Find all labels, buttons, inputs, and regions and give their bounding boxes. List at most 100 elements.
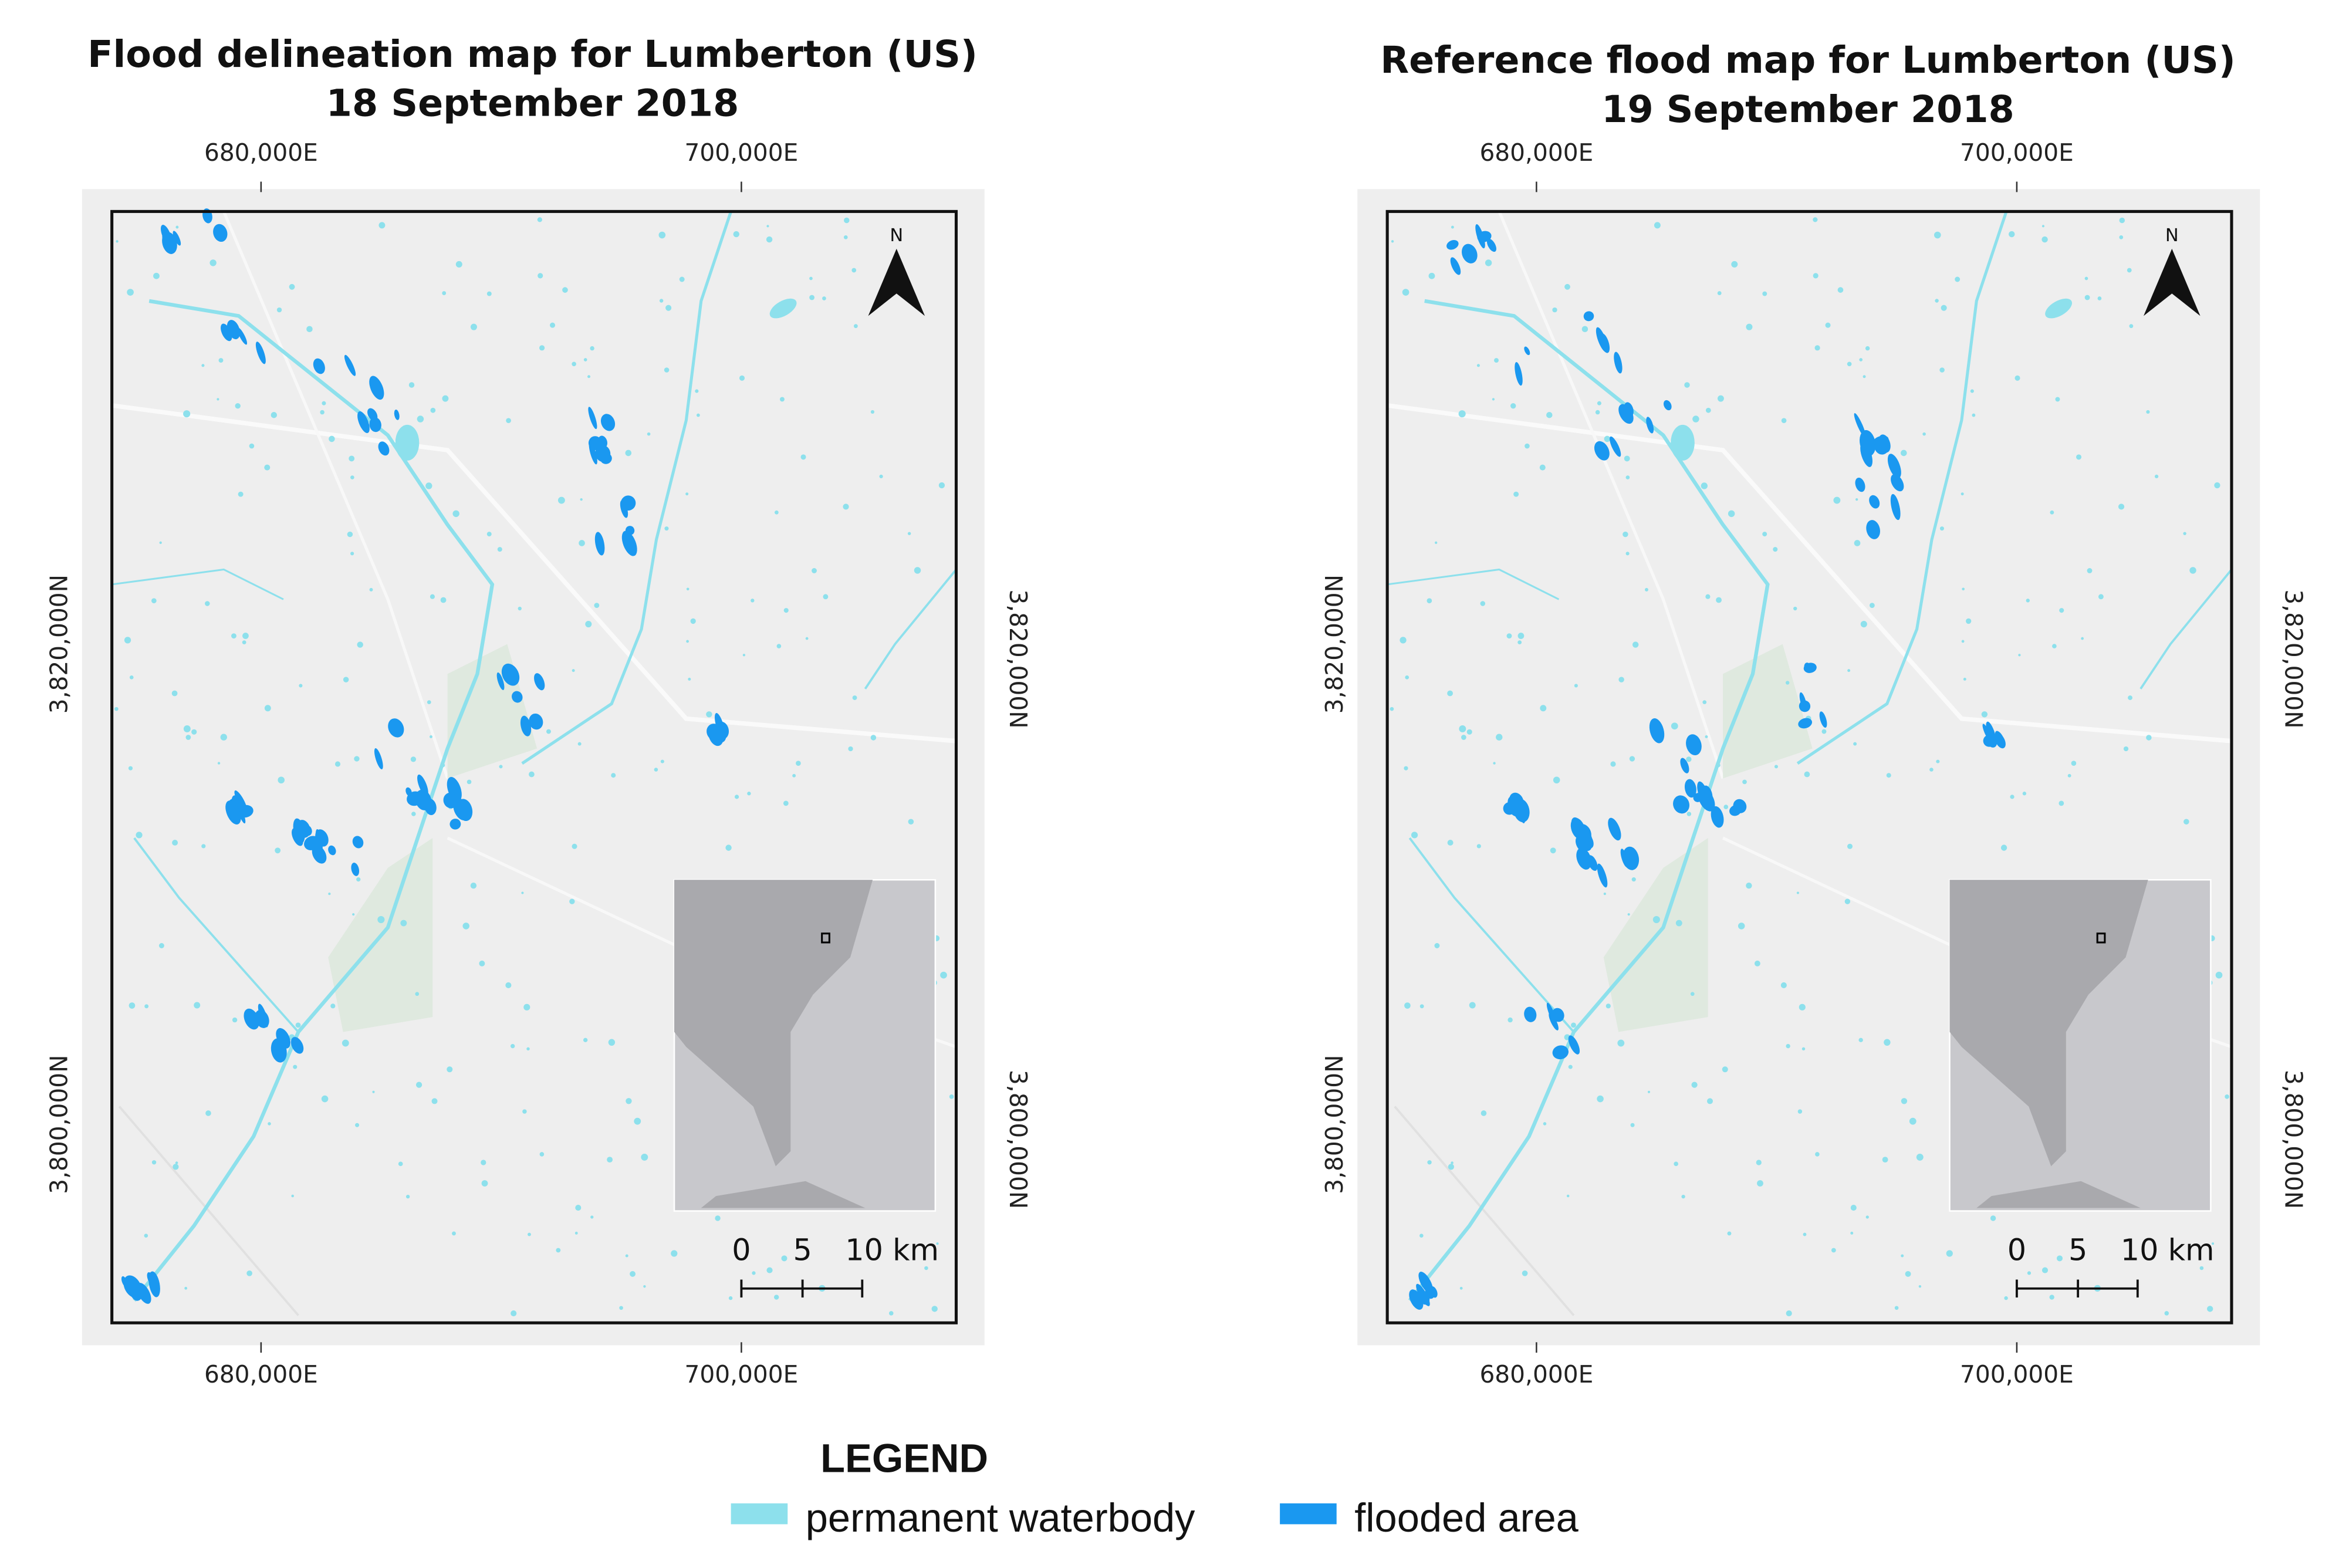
waterbody <box>129 675 134 680</box>
legend-swatch <box>1280 1503 1337 1525</box>
waterbody <box>608 1039 616 1046</box>
waterbody <box>774 1295 779 1300</box>
waterbody <box>1517 640 1522 645</box>
flooded-area <box>1477 231 1492 242</box>
waterbody <box>1675 920 1682 927</box>
road <box>222 211 449 779</box>
waterbody <box>521 891 524 894</box>
flooded-area <box>594 532 605 556</box>
waterbody <box>2214 482 2220 489</box>
waterbody <box>2146 735 2152 741</box>
flooded-area <box>367 408 378 421</box>
flooded-area <box>374 748 383 769</box>
waterbody <box>734 795 739 799</box>
waterbody <box>751 599 755 603</box>
flooded-area <box>496 672 505 690</box>
river <box>521 211 733 765</box>
map-frame <box>1385 209 2233 1324</box>
waterbody <box>557 496 565 504</box>
waterbody <box>246 1270 252 1276</box>
y-coord-label: 3,800,000N <box>1004 1070 1032 1209</box>
scale-label: 10 km <box>845 1232 939 1267</box>
waterbody <box>153 272 160 279</box>
north-arrow <box>2143 248 2201 316</box>
waterbody <box>2052 644 2057 648</box>
scale-label: 0 <box>732 1232 751 1267</box>
flooded-area <box>1697 781 1709 806</box>
waterbody <box>725 844 732 851</box>
waterbody <box>1781 418 1787 424</box>
waterbody <box>349 455 355 462</box>
flooded-area <box>501 663 520 686</box>
waterbody <box>398 1161 403 1167</box>
waterbody <box>2211 1242 2215 1245</box>
flooded-area <box>1608 817 1621 841</box>
map-panel: Flood delineation map for Lumberton (US)… <box>45 32 1032 1388</box>
river <box>1408 837 1575 1033</box>
flooded-area <box>1552 1045 1569 1060</box>
waterbody <box>343 677 349 682</box>
flooded-area <box>1552 1008 1564 1022</box>
waterbody <box>1797 1109 1803 1114</box>
flooded-area <box>1524 346 1530 356</box>
waterbody <box>293 1065 298 1069</box>
waterbody <box>2018 654 2021 657</box>
waterbody <box>706 711 712 718</box>
waterbody <box>769 298 797 319</box>
waterbody <box>556 1248 561 1253</box>
x-coord-label: 700,000E <box>685 138 799 167</box>
waterbody <box>2071 761 2077 766</box>
waterbody <box>1705 407 1711 413</box>
waterbody <box>2056 1255 2063 1262</box>
waterbody <box>322 401 326 405</box>
waterbody <box>1485 259 1492 266</box>
flooded-area <box>1663 400 1672 411</box>
waterbody <box>572 361 576 367</box>
waterbody <box>431 1098 438 1104</box>
waterbody <box>268 1122 271 1126</box>
waterbody <box>1625 552 1630 556</box>
flooded-area <box>1733 799 1747 813</box>
waterbody <box>590 1215 594 1219</box>
waterbody <box>1684 382 1690 388</box>
waterbody <box>499 765 503 769</box>
flooded-area <box>1646 417 1654 434</box>
waterbody <box>1701 482 1708 489</box>
waterbody <box>128 766 133 771</box>
flooded-area <box>1799 700 1811 712</box>
waterbody <box>526 1047 530 1051</box>
scale-label: 0 <box>2007 1232 2026 1267</box>
flooded-area <box>512 691 523 703</box>
waterbody <box>2059 800 2064 806</box>
waterbody <box>295 1022 301 1028</box>
flooded-area <box>129 1280 143 1301</box>
flooded-area <box>1860 430 1876 457</box>
waterbody <box>1727 1231 1732 1236</box>
waterbody <box>634 1117 641 1125</box>
waterbody <box>447 1066 453 1073</box>
flooded-area <box>228 798 239 808</box>
waterbody <box>395 424 420 461</box>
waterbody <box>1946 1250 1953 1257</box>
waterbody <box>1571 1022 1576 1028</box>
waterbody <box>1492 398 1495 401</box>
waterbody <box>185 735 191 740</box>
waterbody <box>136 832 143 839</box>
legend-label: flooded area <box>1354 1495 1579 1540</box>
waterbody <box>695 389 699 393</box>
flooded-area <box>173 231 181 246</box>
waterbody <box>766 236 773 243</box>
map-panel: Reference flood map for Lumberton (US) 19… <box>1320 38 2308 1388</box>
flooded-area <box>344 354 356 376</box>
waterbody <box>1894 1306 1899 1310</box>
flooded-area <box>1873 435 1889 446</box>
waterbody <box>870 735 877 741</box>
waterbody <box>497 547 502 552</box>
waterbody <box>1884 1039 1891 1046</box>
waterbody <box>1553 776 1560 784</box>
waterbody <box>889 1311 894 1316</box>
waterbody <box>2059 608 2064 613</box>
waterbody <box>1546 412 1553 418</box>
flooded-area <box>600 414 616 431</box>
waterbody <box>625 1254 628 1258</box>
